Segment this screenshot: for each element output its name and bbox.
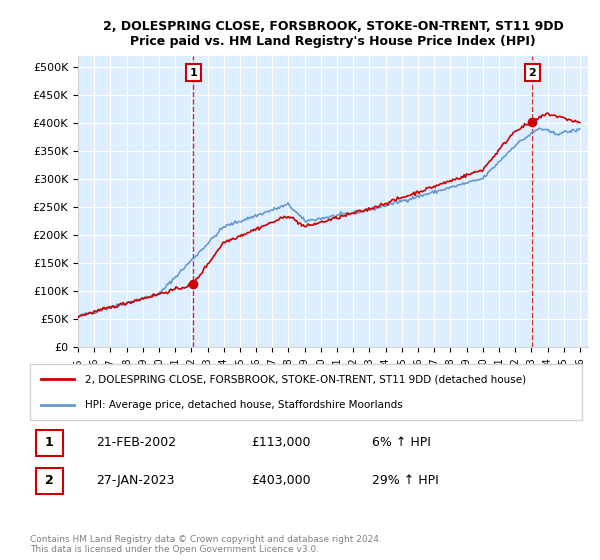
Text: 2: 2	[529, 68, 536, 78]
Text: 1: 1	[45, 436, 53, 449]
Text: 1: 1	[190, 68, 197, 78]
Text: £403,000: £403,000	[251, 474, 310, 487]
Text: £113,000: £113,000	[251, 436, 310, 449]
Text: HPI: Average price, detached house, Staffordshire Moorlands: HPI: Average price, detached house, Staf…	[85, 400, 403, 410]
Text: 27-JAN-2023: 27-JAN-2023	[96, 474, 175, 487]
Text: 21-FEB-2002: 21-FEB-2002	[96, 436, 176, 449]
FancyBboxPatch shape	[30, 364, 582, 420]
Text: 2: 2	[45, 474, 53, 487]
FancyBboxPatch shape	[35, 430, 63, 456]
Text: 2, DOLESPRING CLOSE, FORSBROOK, STOKE-ON-TRENT, ST11 9DD (detached house): 2, DOLESPRING CLOSE, FORSBROOK, STOKE-ON…	[85, 374, 526, 384]
Text: Contains HM Land Registry data © Crown copyright and database right 2024.
This d: Contains HM Land Registry data © Crown c…	[30, 535, 382, 554]
Text: 29% ↑ HPI: 29% ↑ HPI	[372, 474, 439, 487]
FancyBboxPatch shape	[35, 468, 63, 494]
Title: 2, DOLESPRING CLOSE, FORSBROOK, STOKE-ON-TRENT, ST11 9DD
Price paid vs. HM Land : 2, DOLESPRING CLOSE, FORSBROOK, STOKE-ON…	[103, 20, 563, 48]
Text: 6% ↑ HPI: 6% ↑ HPI	[372, 436, 431, 449]
